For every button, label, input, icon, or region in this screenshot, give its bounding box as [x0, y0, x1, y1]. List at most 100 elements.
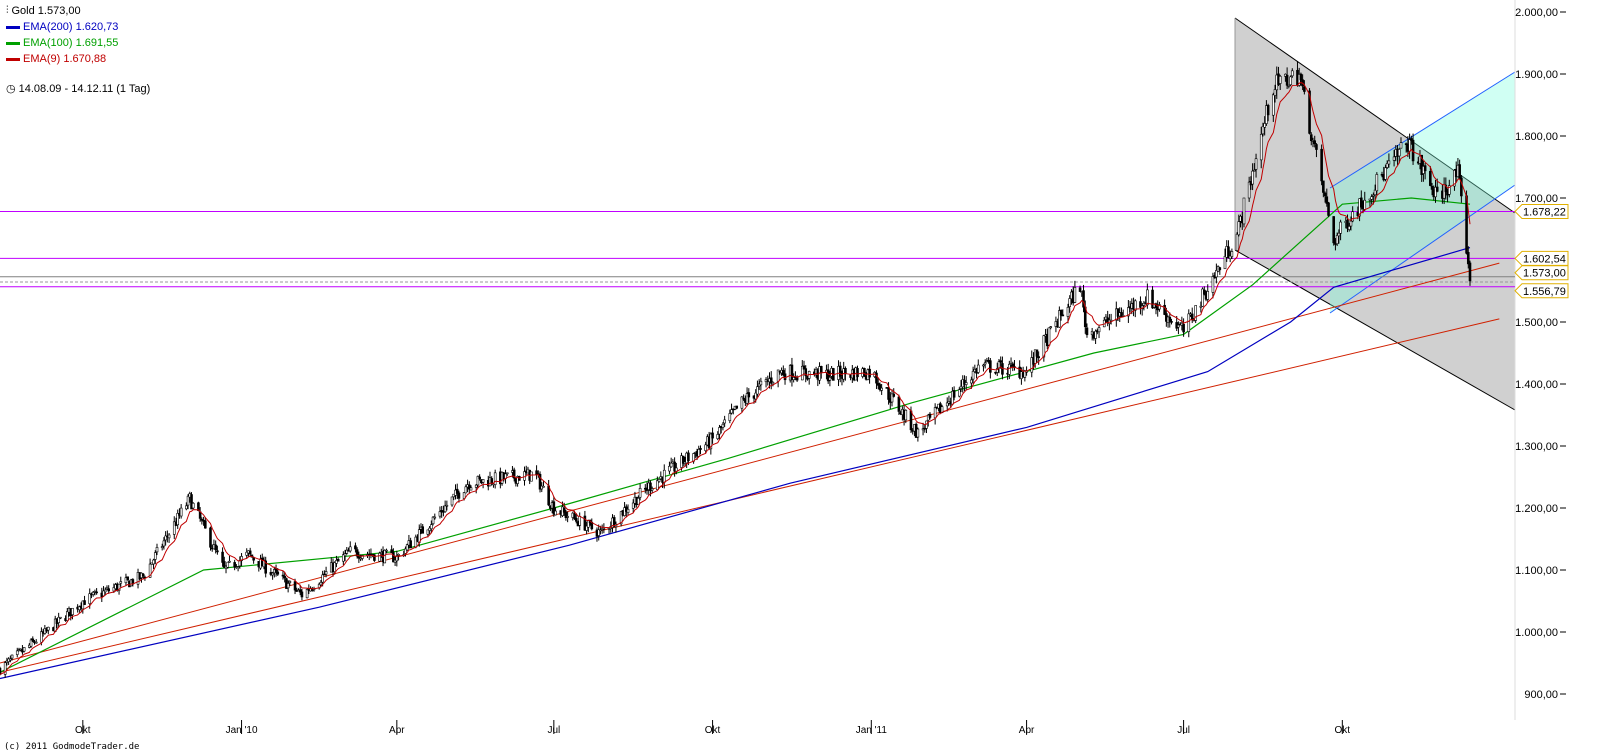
legend-ema100: EMA(100) 1.691,55 — [6, 35, 150, 51]
candle-body — [0, 667, 2, 675]
candle-body — [281, 574, 285, 577]
ema200-line — [0, 247, 1471, 680]
price-tag-label: 1.556,79 — [1523, 286, 1566, 298]
candle-body — [293, 581, 297, 591]
candle-body — [1392, 156, 1396, 161]
candle-body — [57, 617, 60, 623]
candle-body — [1120, 312, 1123, 317]
candle-body — [221, 551, 224, 563]
candle-body — [1127, 307, 1130, 317]
clock-icon: ◷ — [6, 83, 16, 95]
candle-body — [1325, 196, 1329, 204]
candle-body — [1399, 142, 1403, 149]
y-tick-label: 1.000,00 — [1515, 627, 1558, 639]
candle-body — [662, 469, 666, 483]
candle-body — [216, 550, 219, 553]
candle-body — [909, 410, 913, 431]
candle-body — [1218, 267, 1222, 271]
candle-body — [236, 566, 240, 569]
candle-body — [1133, 300, 1137, 311]
candle-body — [711, 432, 714, 439]
candle-body — [430, 524, 433, 530]
candle-body — [65, 611, 69, 621]
candle-body — [1420, 154, 1423, 175]
candle-body — [1251, 170, 1254, 185]
candle-body — [916, 428, 920, 438]
candle-body — [790, 364, 794, 380]
candle-body — [300, 591, 304, 598]
candle-body — [397, 554, 400, 556]
candle-body — [1235, 233, 1239, 251]
candle-body — [1315, 144, 1318, 150]
candle-body — [59, 616, 62, 619]
candle-body — [668, 465, 671, 472]
candle-body — [323, 573, 326, 576]
candle-body — [226, 561, 230, 568]
candle-body — [826, 369, 830, 382]
candle-body — [462, 492, 466, 499]
trend-line — [0, 262, 1500, 664]
candle-body — [1237, 221, 1241, 236]
candle-body — [1335, 235, 1339, 245]
candle-body — [657, 479, 661, 482]
candle-body — [928, 413, 932, 418]
candle-body — [233, 562, 236, 568]
candle-body — [348, 546, 352, 552]
candle-body — [759, 380, 763, 386]
candle-body — [373, 554, 376, 561]
candle-body — [103, 589, 107, 593]
candle-body — [31, 638, 35, 642]
candle-body — [228, 560, 231, 563]
candle-body — [697, 449, 701, 457]
candle-body — [728, 413, 732, 421]
candle-body — [1460, 177, 1463, 197]
candle-body — [29, 639, 33, 647]
candle-body — [957, 389, 961, 397]
candle-body — [22, 647, 26, 652]
candle-body — [971, 370, 975, 380]
candle-body — [222, 561, 226, 568]
candle-body — [1011, 363, 1015, 367]
candle-body — [1058, 310, 1061, 328]
candle-body — [179, 507, 183, 517]
candle-body — [970, 379, 973, 384]
candle-body — [385, 549, 388, 552]
candle-body — [1194, 305, 1197, 321]
candle-body — [392, 552, 395, 563]
candle-body — [1190, 313, 1194, 320]
candle-body — [1158, 304, 1161, 310]
y-tick-label: 2.000,00 — [1515, 7, 1558, 19]
y-tick-label: 900,00 — [1524, 689, 1558, 701]
candle-body — [1109, 319, 1113, 322]
candle-body — [345, 549, 349, 554]
candle-body — [185, 505, 188, 510]
candle-body — [638, 488, 642, 498]
candle-body — [1323, 192, 1327, 197]
candle-body — [1375, 174, 1379, 192]
candle-body — [1266, 104, 1270, 116]
candle-body — [445, 504, 449, 507]
candle-body — [1259, 133, 1263, 161]
candle-body — [1078, 287, 1082, 292]
candle-body — [1339, 221, 1342, 234]
candle-body — [649, 482, 652, 491]
candle-body — [619, 511, 623, 525]
uptrend-channel — [1330, 72, 1515, 313]
candle-body — [1327, 202, 1330, 216]
candle-body — [856, 368, 859, 378]
candle-body — [474, 484, 478, 488]
candle-body — [1211, 276, 1215, 293]
candle-body — [578, 515, 582, 526]
candle-body — [863, 368, 866, 377]
candle-body — [783, 373, 787, 381]
candle-body — [1085, 327, 1089, 336]
candle-body — [1308, 90, 1311, 134]
y-tick-label: 1.200,00 — [1515, 503, 1558, 515]
candle-body — [1303, 86, 1306, 92]
candle-body — [172, 521, 176, 535]
candle-body — [1423, 165, 1427, 172]
candle-body — [433, 516, 437, 519]
candle-body — [443, 505, 447, 513]
candle-body — [538, 473, 542, 490]
candle-body — [95, 591, 98, 594]
